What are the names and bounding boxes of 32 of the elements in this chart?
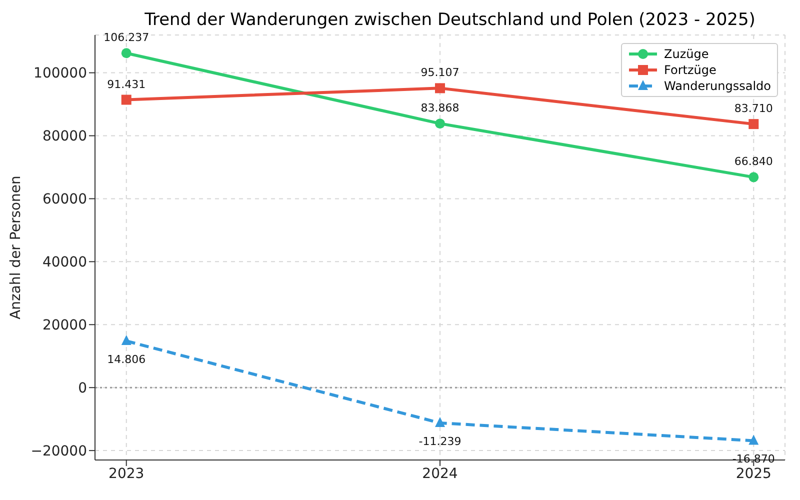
point [748, 119, 759, 130]
point [121, 94, 132, 105]
data-label: 95.107 [420, 66, 460, 80]
y-tick-label: 20000 [42, 318, 87, 334]
data-label: -11.239 [418, 434, 462, 448]
point [748, 434, 759, 445]
point [435, 83, 445, 94]
data-label: 83.868 [420, 102, 460, 115]
y-tick-label: 40000 [42, 254, 87, 271]
y-tick-label: −20000 [30, 444, 87, 460]
data-label: 83.710 [734, 102, 773, 116]
y-tick-label: 60000 [42, 192, 87, 208]
point [121, 48, 132, 58]
x-tick-label: 2023 [108, 466, 144, 482]
data-label: 14.806 [107, 352, 146, 366]
chart-title: Trend der Wanderungen zwischen Deutschland und Polen (2023 - 2025) [144, 10, 756, 30]
x-tick-label: 2025 [736, 466, 772, 482]
point [748, 172, 759, 182]
y-tick-label: 0 [78, 380, 87, 397]
y-tick-label: 100000 [34, 66, 87, 82]
point [435, 118, 445, 129]
point [435, 416, 445, 427]
x-tick-label: 2024 [422, 466, 458, 482]
data-label: 91.431 [107, 78, 146, 91]
y-axis-title: Anzahl der Personen [8, 176, 24, 320]
y-tick-label: 80000 [42, 128, 87, 145]
legend-label: Wanderungssaldo [664, 78, 771, 94]
legend-label: Zuzüge [664, 46, 709, 62]
legend-label: Fortzüge [664, 62, 716, 78]
data-label: 106.237 [104, 31, 150, 44]
data-label: 66.840 [734, 155, 773, 168]
point [121, 334, 132, 345]
